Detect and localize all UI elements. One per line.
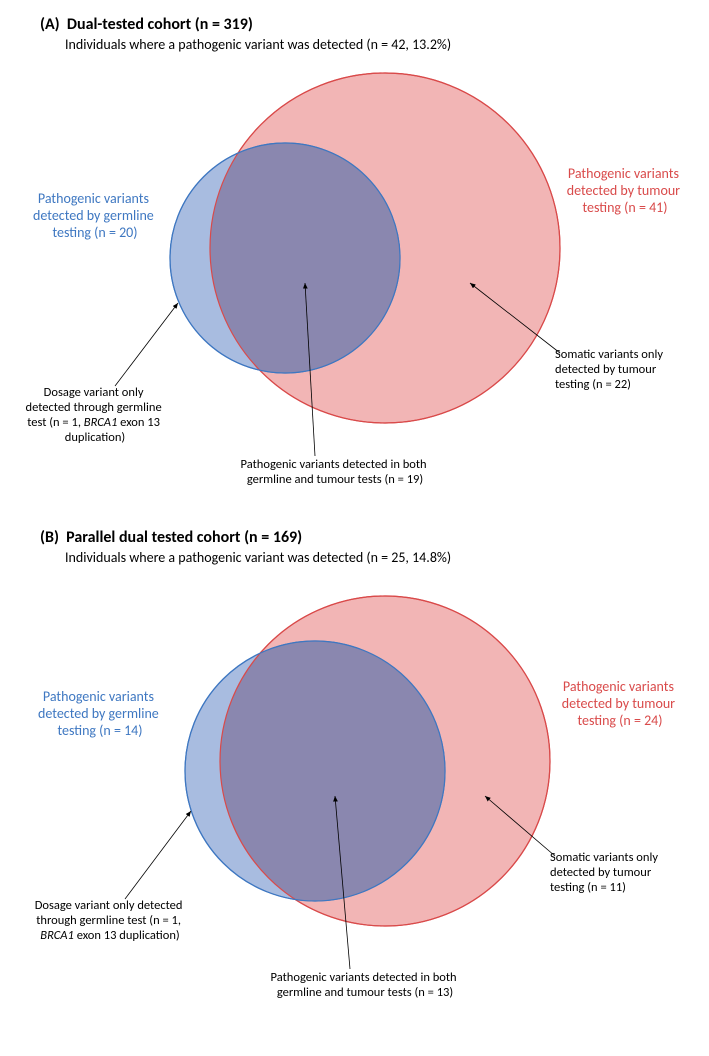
- panel-a: (A) Dual-tested cohort (n = 319) Individ…: [15, 15, 694, 498]
- panel-b-subtitle: Individuals where a pathogenic variant w…: [65, 549, 694, 566]
- somatic-label: Somatic variants only detected by tumour…: [555, 347, 666, 392]
- panel-a-letter: (A): [40, 15, 60, 34]
- panel-a-subtitle: Individuals where a pathogenic variant w…: [65, 36, 694, 53]
- panel-a-venn: Pathogenic variants detected by germline…: [15, 58, 694, 498]
- germline-label: Pathogenic variants detected by germline…: [33, 190, 157, 241]
- panel-a-title: (A) Dual-tested cohort (n = 319): [40, 15, 694, 34]
- panel-b-title: (B) Parallel dual tested cohort (n = 169…: [40, 528, 694, 547]
- dosage-label-b: Dosage variant only detected through ger…: [35, 898, 186, 943]
- dosage-arrow: [115, 303, 178, 386]
- tumour-label: Pathogenic variants detected by tumour t…: [567, 165, 684, 216]
- panel-b: (B) Parallel dual tested cohort (n = 169…: [15, 528, 694, 1011]
- panel-a-title-text: Dual-tested cohort (n = 319): [67, 15, 253, 34]
- dosage-label: Dosage variant only detected through ger…: [26, 385, 165, 445]
- dosage-arrow-b: [125, 811, 191, 899]
- panel-b-title-text: Parallel dual tested cohort (n = 169): [66, 528, 302, 547]
- panel-b-venn: Pathogenic variants detected by germline…: [15, 571, 694, 1011]
- somatic-label-b: Somatic variants only detected by tumour…: [550, 850, 661, 895]
- germline-label-b: Pathogenic variants detected by germline…: [38, 688, 162, 739]
- both-label-b: Pathogenic variants detected in both ger…: [271, 970, 460, 1000]
- tumour-label-b: Pathogenic variants detected by tumour t…: [562, 678, 679, 729]
- both-label: Pathogenic variants detected in both ger…: [241, 457, 430, 487]
- panel-b-letter: (B): [40, 528, 59, 547]
